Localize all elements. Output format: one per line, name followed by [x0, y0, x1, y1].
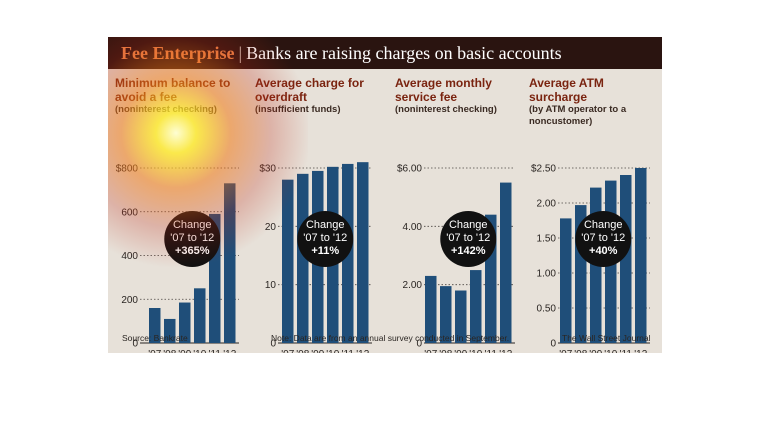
bar: [357, 162, 369, 343]
change-label: '07 to '12: [446, 232, 490, 244]
header-banner: Fee Enterprise | Banks are raising charges…: [108, 37, 662, 69]
y-tick-label: 2.00: [403, 280, 423, 291]
x-tick-label: '08: [439, 349, 452, 353]
bar: [560, 218, 572, 343]
change-label: Change: [173, 219, 212, 231]
y-tick-label: 0: [416, 339, 422, 350]
headline: Banks are raising charges on basic accou…: [246, 43, 562, 63]
bar: [470, 270, 482, 343]
x-tick-label: '07: [148, 349, 161, 353]
x-tick-label: '12: [499, 349, 512, 353]
change-badge: [575, 211, 632, 267]
y-tick-label: 10: [265, 280, 277, 291]
change-label: Change: [449, 219, 488, 231]
bar: [425, 275, 437, 343]
panel-heading: Average charge for overdraft (insufficie…: [255, 76, 383, 116]
x-tick-label: '11: [485, 349, 498, 353]
panel-monthly-service-fee: Average monthly service fee (noninterest…: [388, 73, 528, 353]
x-tick-label: '09: [311, 349, 324, 353]
credit-note: The Wall Street Journal: [562, 333, 651, 343]
y-tick-label: 2.00: [537, 199, 557, 210]
chart-monthly-service-fee: 0 2.00 4.00 $6.00 '07'08'09'10'11'12 Change'0…: [397, 164, 515, 353]
panel-subtitle: (by ATM operator to a noncustomer): [529, 104, 627, 127]
y-tick-label: 20: [265, 222, 277, 233]
x-tick-label: '11: [342, 349, 355, 353]
panel-subtitle: (insufficient funds): [255, 104, 341, 115]
x-tick-label: '08: [574, 349, 587, 353]
change-label: '07 to '12: [581, 232, 625, 244]
x-tick-label: '12: [223, 349, 236, 353]
panel-subtitle: (noninterest checking): [395, 104, 497, 115]
x-tick-label: '07: [281, 349, 294, 353]
chart-minimum-balance: 0200400600$800'07'08'09'10'11'12Change'0…: [116, 164, 239, 353]
y-tick-label: 0: [550, 339, 556, 350]
x-tick-label: '12: [634, 349, 647, 353]
change-badge: [440, 211, 497, 267]
y-tick-label: $2.50: [531, 164, 556, 175]
bar: [575, 205, 587, 343]
y-tick-label: 4.00: [403, 222, 423, 233]
x-tick-label: '10: [604, 349, 617, 353]
change-label: Change: [584, 219, 623, 231]
change-badge: [297, 211, 354, 267]
brand-title: Fee Enterprise: [121, 43, 235, 63]
x-tick-label: '10: [469, 349, 482, 353]
y-tick-label: $6.00: [397, 164, 422, 175]
change-value: +11%: [311, 245, 339, 257]
y-tick-label: $800: [116, 164, 139, 175]
change-label: '07 to '12: [303, 232, 347, 244]
x-tick-label: '08: [296, 349, 309, 353]
title-separator: |: [238, 43, 243, 63]
source-note: Source: Bankrate: [122, 333, 188, 343]
x-tick-label: '07: [424, 349, 437, 353]
x-tick-label: '11: [620, 349, 633, 353]
infographic: Fee Enterprise | Banks are raising charges…: [108, 37, 662, 353]
x-tick-label: '09: [178, 349, 191, 353]
panel-title: Average monthly service fee: [395, 76, 492, 104]
bar: [500, 182, 512, 343]
change-label: Change: [306, 219, 345, 231]
bar: [635, 168, 647, 343]
x-tick-label: '10: [326, 349, 339, 353]
x-tick-label: '12: [356, 349, 369, 353]
bar: [440, 286, 452, 343]
y-tick-label: 400: [121, 251, 138, 262]
panel-title: Minimum balance to avoid a fee: [115, 76, 231, 104]
bar: [620, 175, 632, 343]
bar: [224, 183, 236, 343]
x-tick-label: '08: [163, 349, 176, 353]
panel-heading: Minimum balance to avoid a fee (noninter…: [115, 76, 243, 116]
panel-subtitle: (noninterest checking): [115, 104, 217, 115]
change-label: '07 to '12: [170, 232, 214, 244]
change-value: +365%: [175, 245, 210, 257]
x-tick-label: '10: [193, 349, 206, 353]
panel-title: Average ATM surcharge: [529, 76, 604, 104]
y-tick-label: 1.50: [537, 234, 557, 245]
bar: [455, 290, 467, 343]
panel-title: Average charge for overdraft: [255, 76, 364, 104]
x-tick-label: '09: [589, 349, 602, 353]
y-tick-label: 200: [121, 295, 138, 306]
change-value: +40%: [589, 245, 618, 257]
x-tick-label: '07: [559, 349, 572, 353]
bar: [282, 179, 294, 343]
y-tick-label: 0.50: [537, 304, 557, 315]
y-tick-label: 600: [121, 207, 138, 218]
bar: [485, 214, 497, 343]
bar: [194, 288, 206, 343]
x-tick-label: '09: [454, 349, 467, 353]
y-tick-label: 1.00: [537, 269, 557, 280]
survey-note: Note: Data are from an annual survey con…: [271, 333, 510, 343]
panel-atm-surcharge: Average ATM surcharge (by ATM operator t…: [522, 73, 662, 353]
panel-heading: Average ATM surcharge (by ATM operator t…: [529, 76, 657, 128]
panel-overdraft: Average charge for overdraft (insufficie…: [248, 73, 388, 353]
panel-minimum-balance: Minimum balance to avoid a fee (noninter…: [108, 73, 248, 353]
y-tick-label: $30: [259, 164, 276, 175]
x-tick-label: '11: [209, 349, 222, 353]
change-value: +142%: [451, 245, 486, 257]
panel-heading: Average monthly service fee (noninterest…: [395, 76, 523, 116]
chart-atm-surcharge: 0 0.50 1.00 1.50 2.00 $2.50 '07'08'09'10'11'12…: [531, 164, 650, 353]
